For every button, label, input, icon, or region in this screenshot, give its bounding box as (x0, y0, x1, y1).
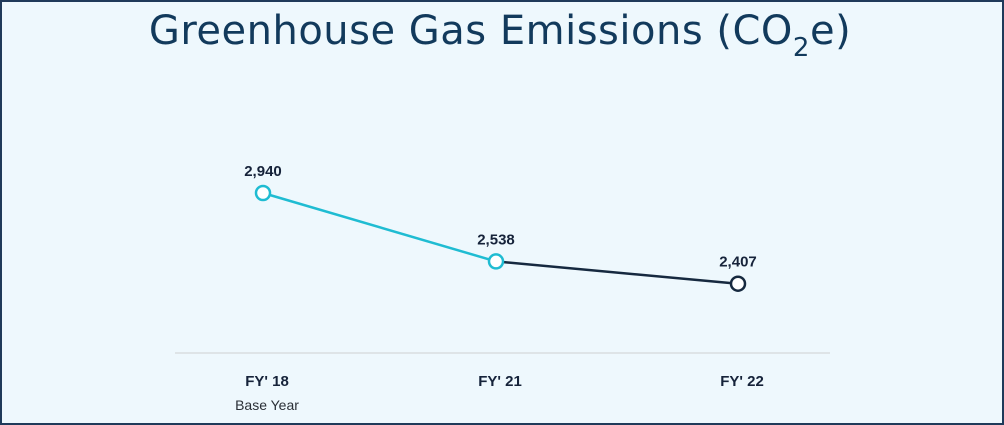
data-point (729, 275, 747, 292)
data-point (254, 184, 272, 202)
x-tick-sublabel: Base Year (235, 397, 299, 413)
x-tick-label: FY' 22 (720, 373, 764, 390)
series-line-segment (262, 191, 497, 263)
data-label: 2,407 (719, 254, 757, 271)
chart-title-main: Greenhouse Gas Emissions (CO (148, 8, 793, 54)
x-tick-label: FY' 21 (478, 373, 522, 390)
data-label: 2,538 (477, 231, 515, 248)
data-label: 2,940 (244, 163, 282, 180)
data-point (487, 253, 505, 270)
chart-title-subscript: 2 (792, 33, 810, 63)
chart-title: Greenhouse Gas Emissions (CO2e) (0, 8, 1000, 63)
x-tick-label: FY' 18 (245, 373, 289, 390)
series-line-segment (495, 260, 739, 285)
chart-title-tail: e) (809, 8, 852, 54)
